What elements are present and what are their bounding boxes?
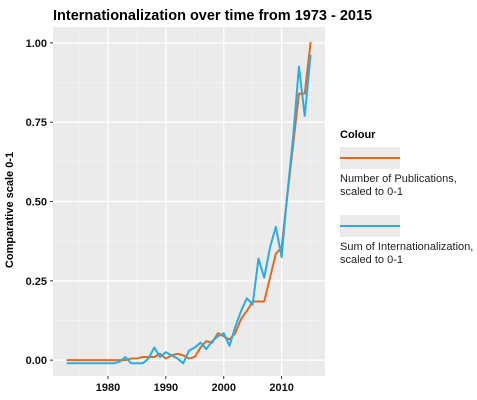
series-layer bbox=[66, 41, 312, 365]
x-tick-label: 1980 bbox=[96, 382, 120, 394]
legend: Colour Number of Publications,scaled to … bbox=[340, 129, 473, 266]
chart-title: Internationalization over time from 1973… bbox=[53, 8, 372, 24]
grid-major bbox=[53, 27, 325, 376]
x-tick-label: 1990 bbox=[154, 382, 178, 394]
y-tick-label: 0.75 bbox=[26, 117, 47, 129]
legend-label: scaled to 0-1 bbox=[340, 254, 403, 266]
x-tick-label: 2000 bbox=[211, 382, 235, 394]
series-line-2 bbox=[66, 54, 312, 365]
y-tick-label: 0.50 bbox=[26, 197, 47, 209]
y-axis: 0.00 0.25 0.50 0.75 1.00 bbox=[26, 38, 53, 367]
x-tick-label: 2010 bbox=[269, 382, 293, 394]
y-axis-title: Comparative scale 0-1 bbox=[4, 152, 16, 268]
y-tick-label: 0.00 bbox=[26, 355, 47, 367]
legend-label: Number of Publications, bbox=[340, 173, 457, 185]
legend-label: Sum of Internationalization, bbox=[340, 241, 473, 253]
y-tick-label: 0.25 bbox=[26, 276, 47, 288]
x-axis: 1980 1990 2000 2010 bbox=[96, 376, 294, 394]
series-line-1 bbox=[66, 41, 312, 362]
y-tick-label: 1.00 bbox=[26, 38, 47, 50]
legend-title: Colour bbox=[340, 129, 376, 141]
legend-label: scaled to 0-1 bbox=[340, 186, 403, 198]
